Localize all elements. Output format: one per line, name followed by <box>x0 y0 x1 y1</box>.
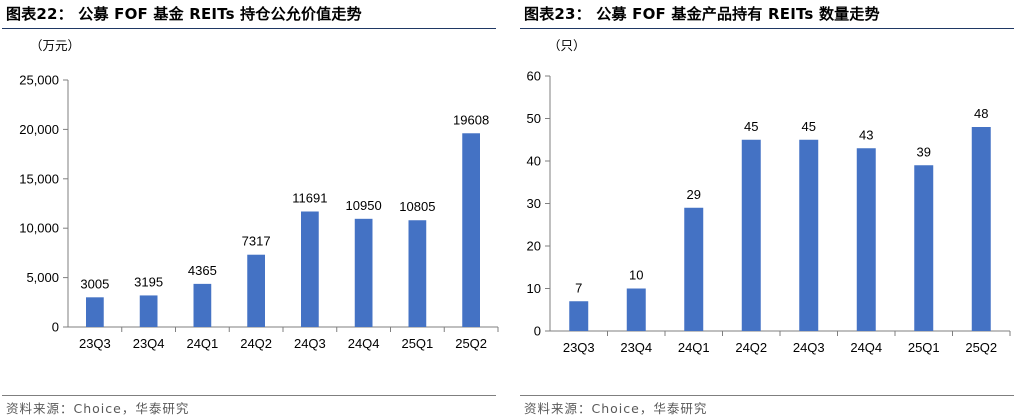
y-tick-label: 20 <box>527 239 541 254</box>
bar-25q1 <box>914 165 934 331</box>
y-tick-label: 10 <box>527 281 541 296</box>
data-label: 48 <box>974 106 988 121</box>
data-label: 3005 <box>80 276 109 291</box>
bar-24q2 <box>247 254 265 327</box>
x-tick-label: 25Q2 <box>965 340 997 355</box>
data-label: 43 <box>859 127 873 142</box>
title-divider <box>520 28 1014 29</box>
x-tick-label: 24Q2 <box>240 336 272 351</box>
bar-24q1 <box>193 283 212 327</box>
data-label: 10805 <box>399 199 435 214</box>
x-tick-label: 23Q3 <box>79 336 111 351</box>
x-tick-label: 23Q4 <box>620 340 652 355</box>
x-tick-label: 25Q1 <box>908 340 940 355</box>
chart-title: 图表23： 公募 FOF 基金产品持有 REITs 数量走势 <box>524 5 880 23</box>
data-label: 10950 <box>346 198 382 213</box>
x-tick-label: 23Q4 <box>133 336 165 351</box>
source-divider <box>520 395 1014 396</box>
data-label: 3195 <box>134 274 163 289</box>
source-note: 资料来源：Choice，华泰研究 <box>524 401 708 416</box>
x-tick-label: 24Q1 <box>186 336 218 351</box>
data-label: 7317 <box>242 234 271 249</box>
y-tick-label: 30 <box>527 196 541 211</box>
bar-24q4 <box>354 218 373 327</box>
chart-title: 图表22： 公募 FOF 基金 REITs 持仓公允价值走势 <box>6 5 362 23</box>
data-label: 11691 <box>292 190 327 205</box>
bar-23q4 <box>139 295 158 327</box>
bar-23q4 <box>626 288 646 331</box>
y-tick-label: 25,000 <box>19 73 59 88</box>
bar-25q1 <box>408 220 427 327</box>
y-tick-label: 0 <box>52 320 59 335</box>
bar-24q2 <box>741 139 761 331</box>
fair-value-bar-chart: （万元） 0 5,000 10,000 15,000 20,000 25,000 3005 2… <box>19 38 499 351</box>
bar-23q3 <box>86 297 104 327</box>
y-tick-label: 60 <box>527 69 541 84</box>
x-tick-label: 25Q2 <box>455 336 487 351</box>
y-axis-unit-label: （只） <box>548 38 586 53</box>
x-tick-label: 24Q4 <box>348 336 380 351</box>
x-tick-label: 24Q3 <box>294 336 326 351</box>
holding-count-bar-chart: （只） 0 10 20 30 40 50 60 7 23Q3 10 23Q4 29 24Q1 45 24Q2… <box>527 38 1011 355</box>
x-tick-label: 24Q1 <box>678 340 710 355</box>
x-tick-label: 24Q2 <box>735 340 767 355</box>
chart-panel-holding-count: 图表23： 公募 FOF 基金产品持有 REITs 数量走势 （只） 0 10 20… <box>520 0 1020 416</box>
x-tick-label: 24Q3 <box>793 340 825 355</box>
bar-24q3 <box>301 211 319 327</box>
bar-23q3 <box>569 301 589 331</box>
bar-25q2 <box>462 133 480 327</box>
data-label: 45 <box>802 119 816 134</box>
y-tick-label: 50 <box>527 111 541 126</box>
bar-25q2 <box>971 127 991 331</box>
y-tick-label: 15,000 <box>19 171 59 186</box>
bar-24q1 <box>684 207 704 331</box>
y-tick-label: 5,000 <box>26 270 59 285</box>
source-divider <box>2 395 496 396</box>
data-label: 45 <box>744 119 758 134</box>
y-tick-label: 10,000 <box>19 221 59 236</box>
bar-24q4 <box>856 148 876 331</box>
y-axis-unit-label: （万元） <box>30 38 80 53</box>
source-note: 资料来源：Choice，华泰研究 <box>6 401 190 416</box>
x-tick-label: 23Q3 <box>563 340 595 355</box>
data-label: 4365 <box>188 263 217 278</box>
data-label: 39 <box>917 144 931 159</box>
x-tick-label: 25Q1 <box>401 336 433 351</box>
y-tick-label: 0 <box>534 324 541 339</box>
chart-panel-fair-value: 图表22： 公募 FOF 基金 REITs 持仓公允价值走势 （万元） 0 5,0… <box>2 0 502 416</box>
y-tick-label: 20,000 <box>19 122 59 137</box>
x-tick-label: 24Q4 <box>850 340 882 355</box>
bar-24q3 <box>799 139 819 331</box>
data-label: 7 <box>575 280 582 295</box>
y-tick-label: 40 <box>527 154 541 169</box>
data-label: 29 <box>687 187 701 202</box>
data-label: 19608 <box>453 112 489 127</box>
title-divider <box>2 28 496 29</box>
data-label: 10 <box>629 268 643 283</box>
